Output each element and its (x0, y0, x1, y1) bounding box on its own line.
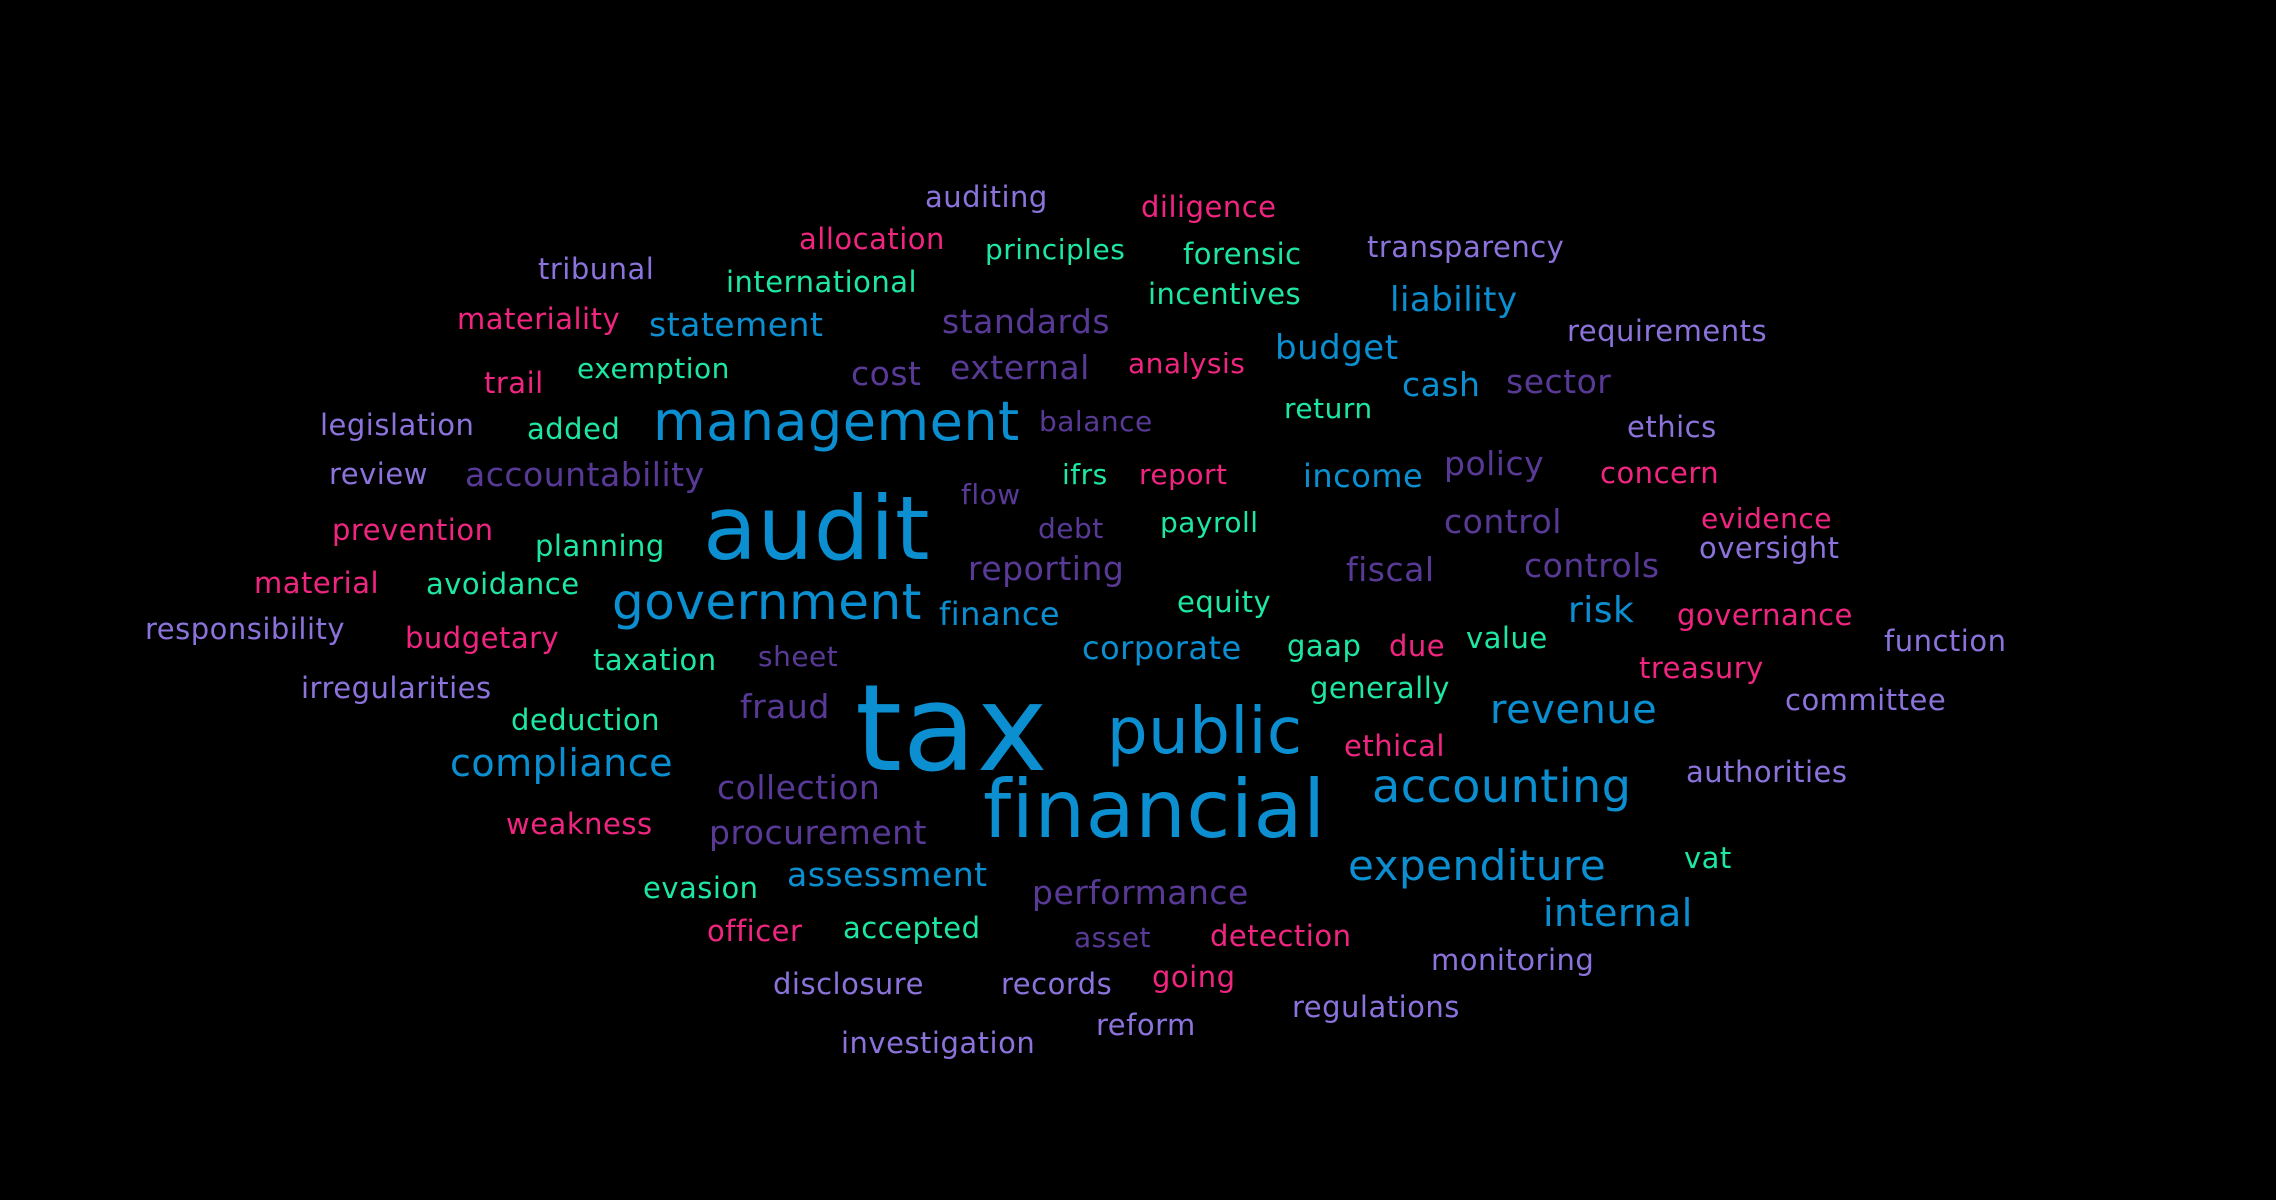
word-requirements: requirements (1567, 314, 1768, 348)
word-financial: financial (983, 763, 1326, 856)
word-accountability: accountability (465, 455, 705, 494)
word-accounting: accounting (1372, 759, 1632, 813)
word-cost: cost (851, 354, 922, 393)
word-regulations: regulations (1292, 990, 1460, 1024)
word-principles: principles (985, 233, 1126, 266)
word-equity: equity (1177, 585, 1272, 619)
word-management: management (653, 390, 1020, 453)
word-collection: collection (717, 768, 881, 807)
word-analysis: analysis (1128, 347, 1246, 380)
word-gaap: gaap (1287, 629, 1362, 663)
word-auditing: auditing (925, 180, 1048, 214)
word-revenue: revenue (1490, 687, 1658, 733)
word-going: going (1152, 960, 1236, 994)
word-liability: liability (1390, 280, 1518, 320)
word-budget: budget (1275, 328, 1399, 368)
word-statement: statement (649, 305, 824, 344)
word-control: control (1444, 502, 1562, 541)
word-prevention: prevention (332, 513, 494, 547)
word-standards: standards (942, 302, 1111, 341)
word-payroll: payroll (1160, 506, 1259, 539)
word-planning: planning (535, 529, 665, 563)
word-assessment: assessment (787, 855, 988, 894)
word-treasury: treasury (1639, 651, 1764, 685)
word-report: report (1139, 458, 1228, 491)
word-corporate: corporate (1082, 629, 1242, 667)
word-authorities: authorities (1686, 755, 1848, 789)
word-internal: internal (1543, 891, 1693, 935)
word-value: value (1466, 621, 1548, 655)
word-diligence: diligence (1141, 190, 1277, 224)
word-allocation: allocation (799, 222, 945, 256)
word-fiscal: fiscal (1346, 550, 1435, 589)
word-international: international (726, 265, 918, 299)
word-balance: balance (1039, 405, 1153, 438)
word-irregularities: irregularities (301, 671, 492, 705)
word-weakness: weakness (506, 807, 653, 841)
word-concern: concern (1600, 456, 1720, 490)
word-flow: flow (961, 478, 1021, 511)
word-taxation: taxation (593, 643, 717, 677)
word-avoidance: avoidance (426, 567, 580, 601)
word-disclosure: disclosure (773, 967, 924, 1001)
word-function: function (1884, 624, 2007, 658)
word-expenditure: expenditure (1348, 841, 1607, 890)
word-evasion: evasion (643, 871, 759, 905)
word-sector: sector (1506, 362, 1612, 401)
word-fraud: fraud (740, 687, 830, 726)
word-exemption: exemption (577, 352, 730, 385)
word-external: external (950, 348, 1090, 387)
word-tribunal: tribunal (538, 252, 655, 286)
word-review: review (329, 457, 428, 491)
word-forensic: forensic (1183, 237, 1302, 271)
word-asset: asset (1074, 921, 1152, 954)
word-finance: finance (939, 595, 1061, 633)
word-risk: risk (1568, 590, 1635, 631)
word-compliance: compliance (450, 741, 674, 785)
word-policy: policy (1444, 444, 1545, 483)
word-audit: audit (703, 477, 931, 580)
word-budgetary: budgetary (405, 621, 560, 655)
word-reporting: reporting (968, 549, 1125, 588)
word-cash: cash (1402, 365, 1481, 404)
word-detection: detection (1210, 919, 1352, 953)
word-reform: reform (1096, 1008, 1196, 1042)
word-trail: trail (484, 366, 544, 400)
word-materiality: materiality (457, 302, 621, 336)
word-responsibility: responsibility (145, 612, 346, 646)
word-investigation: investigation (841, 1026, 1036, 1060)
word-procurement: procurement (709, 813, 927, 852)
word-material: material (254, 566, 380, 600)
word-committee: committee (1785, 683, 1947, 717)
word-public: public (1107, 695, 1303, 769)
word-sheet: sheet (758, 640, 839, 673)
word-vat: vat (1684, 841, 1732, 875)
word-evidence: evidence (1701, 502, 1832, 535)
word-income: income (1303, 457, 1424, 495)
word-tax: tax (855, 660, 1049, 799)
word-incentives: incentives (1148, 277, 1302, 311)
word-transparency: transparency (1367, 230, 1565, 264)
word-oversight: oversight (1699, 531, 1840, 565)
word-monitoring: monitoring (1431, 943, 1595, 977)
word-controls: controls (1524, 546, 1660, 585)
word-added: added (527, 412, 621, 446)
word-due: due (1389, 629, 1446, 663)
word-performance: performance (1032, 873, 1249, 912)
word-return: return (1284, 392, 1373, 425)
word-debt: debt (1038, 512, 1104, 545)
word-officer: officer (707, 914, 803, 948)
word-legislation: legislation (320, 408, 475, 442)
word-ifrs: ifrs (1062, 458, 1108, 491)
word-ethical: ethical (1344, 729, 1445, 763)
word-deduction: deduction (511, 703, 661, 737)
word-government: government (612, 573, 922, 631)
word-governance: governance (1677, 598, 1853, 632)
word-accepted: accepted (843, 911, 981, 945)
word-ethics: ethics (1627, 410, 1717, 444)
word-records: records (1001, 967, 1113, 1001)
word-generally: generally (1310, 671, 1450, 705)
